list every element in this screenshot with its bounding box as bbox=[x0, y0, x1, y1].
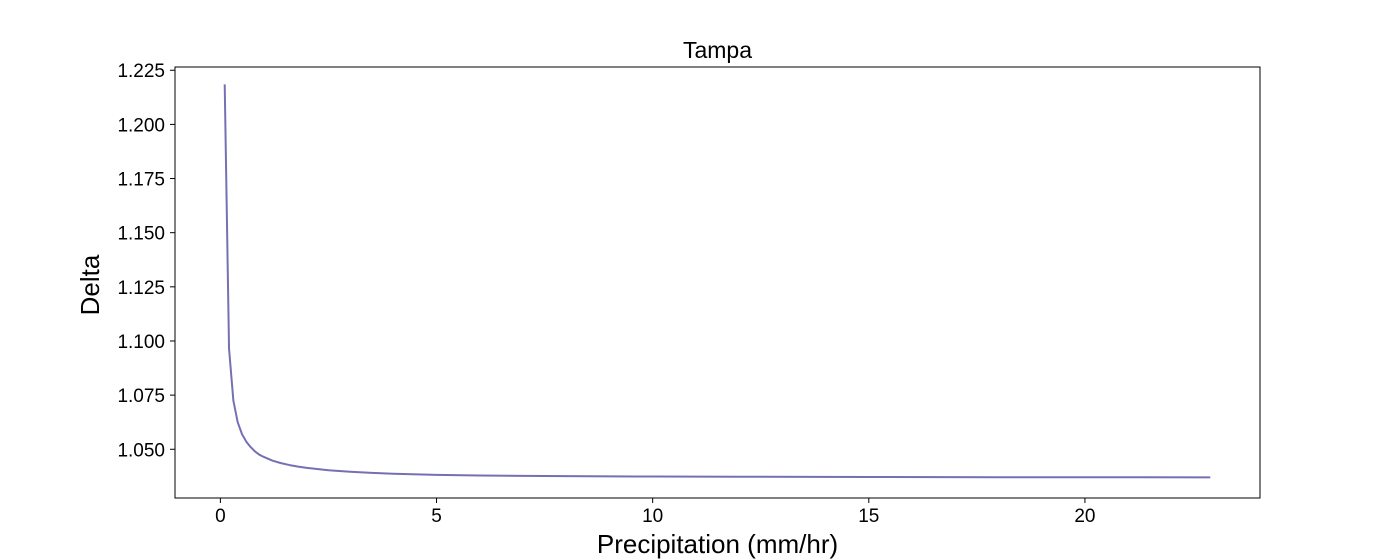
x-tick-label: 20 bbox=[1074, 506, 1095, 527]
x-tick-label: 15 bbox=[858, 506, 879, 527]
y-tick-label: 1.075 bbox=[117, 386, 165, 407]
y-tick-label: 1.150 bbox=[117, 224, 165, 245]
y-tick-label: 1.225 bbox=[117, 61, 165, 82]
y-axis: 1.050 1.075 1.100 1.125 1.150 1.175 1.200 1.225 bbox=[117, 61, 175, 461]
x-axis-title: Precipitation (mm/hr) bbox=[597, 529, 838, 559]
x-tick-label: 0 bbox=[215, 506, 226, 527]
chart-title: Tampa bbox=[683, 37, 752, 63]
plot-frame bbox=[174, 66, 1261, 499]
y-tick-label: 1.125 bbox=[117, 278, 165, 299]
x-tick-label: 10 bbox=[642, 506, 663, 527]
y-axis-title: Delta bbox=[75, 254, 105, 315]
y-tick-label: 1.175 bbox=[117, 170, 165, 191]
y-tick-label: 1.050 bbox=[117, 440, 165, 461]
y-tick-label: 1.100 bbox=[117, 332, 165, 353]
plot-area bbox=[223, 84, 1211, 479]
series-line bbox=[223, 84, 1211, 479]
y-tick-label: 1.200 bbox=[117, 115, 165, 136]
x-axis: 0 5 10 15 20 bbox=[215, 498, 1096, 527]
x-tick-label: 5 bbox=[431, 506, 442, 527]
